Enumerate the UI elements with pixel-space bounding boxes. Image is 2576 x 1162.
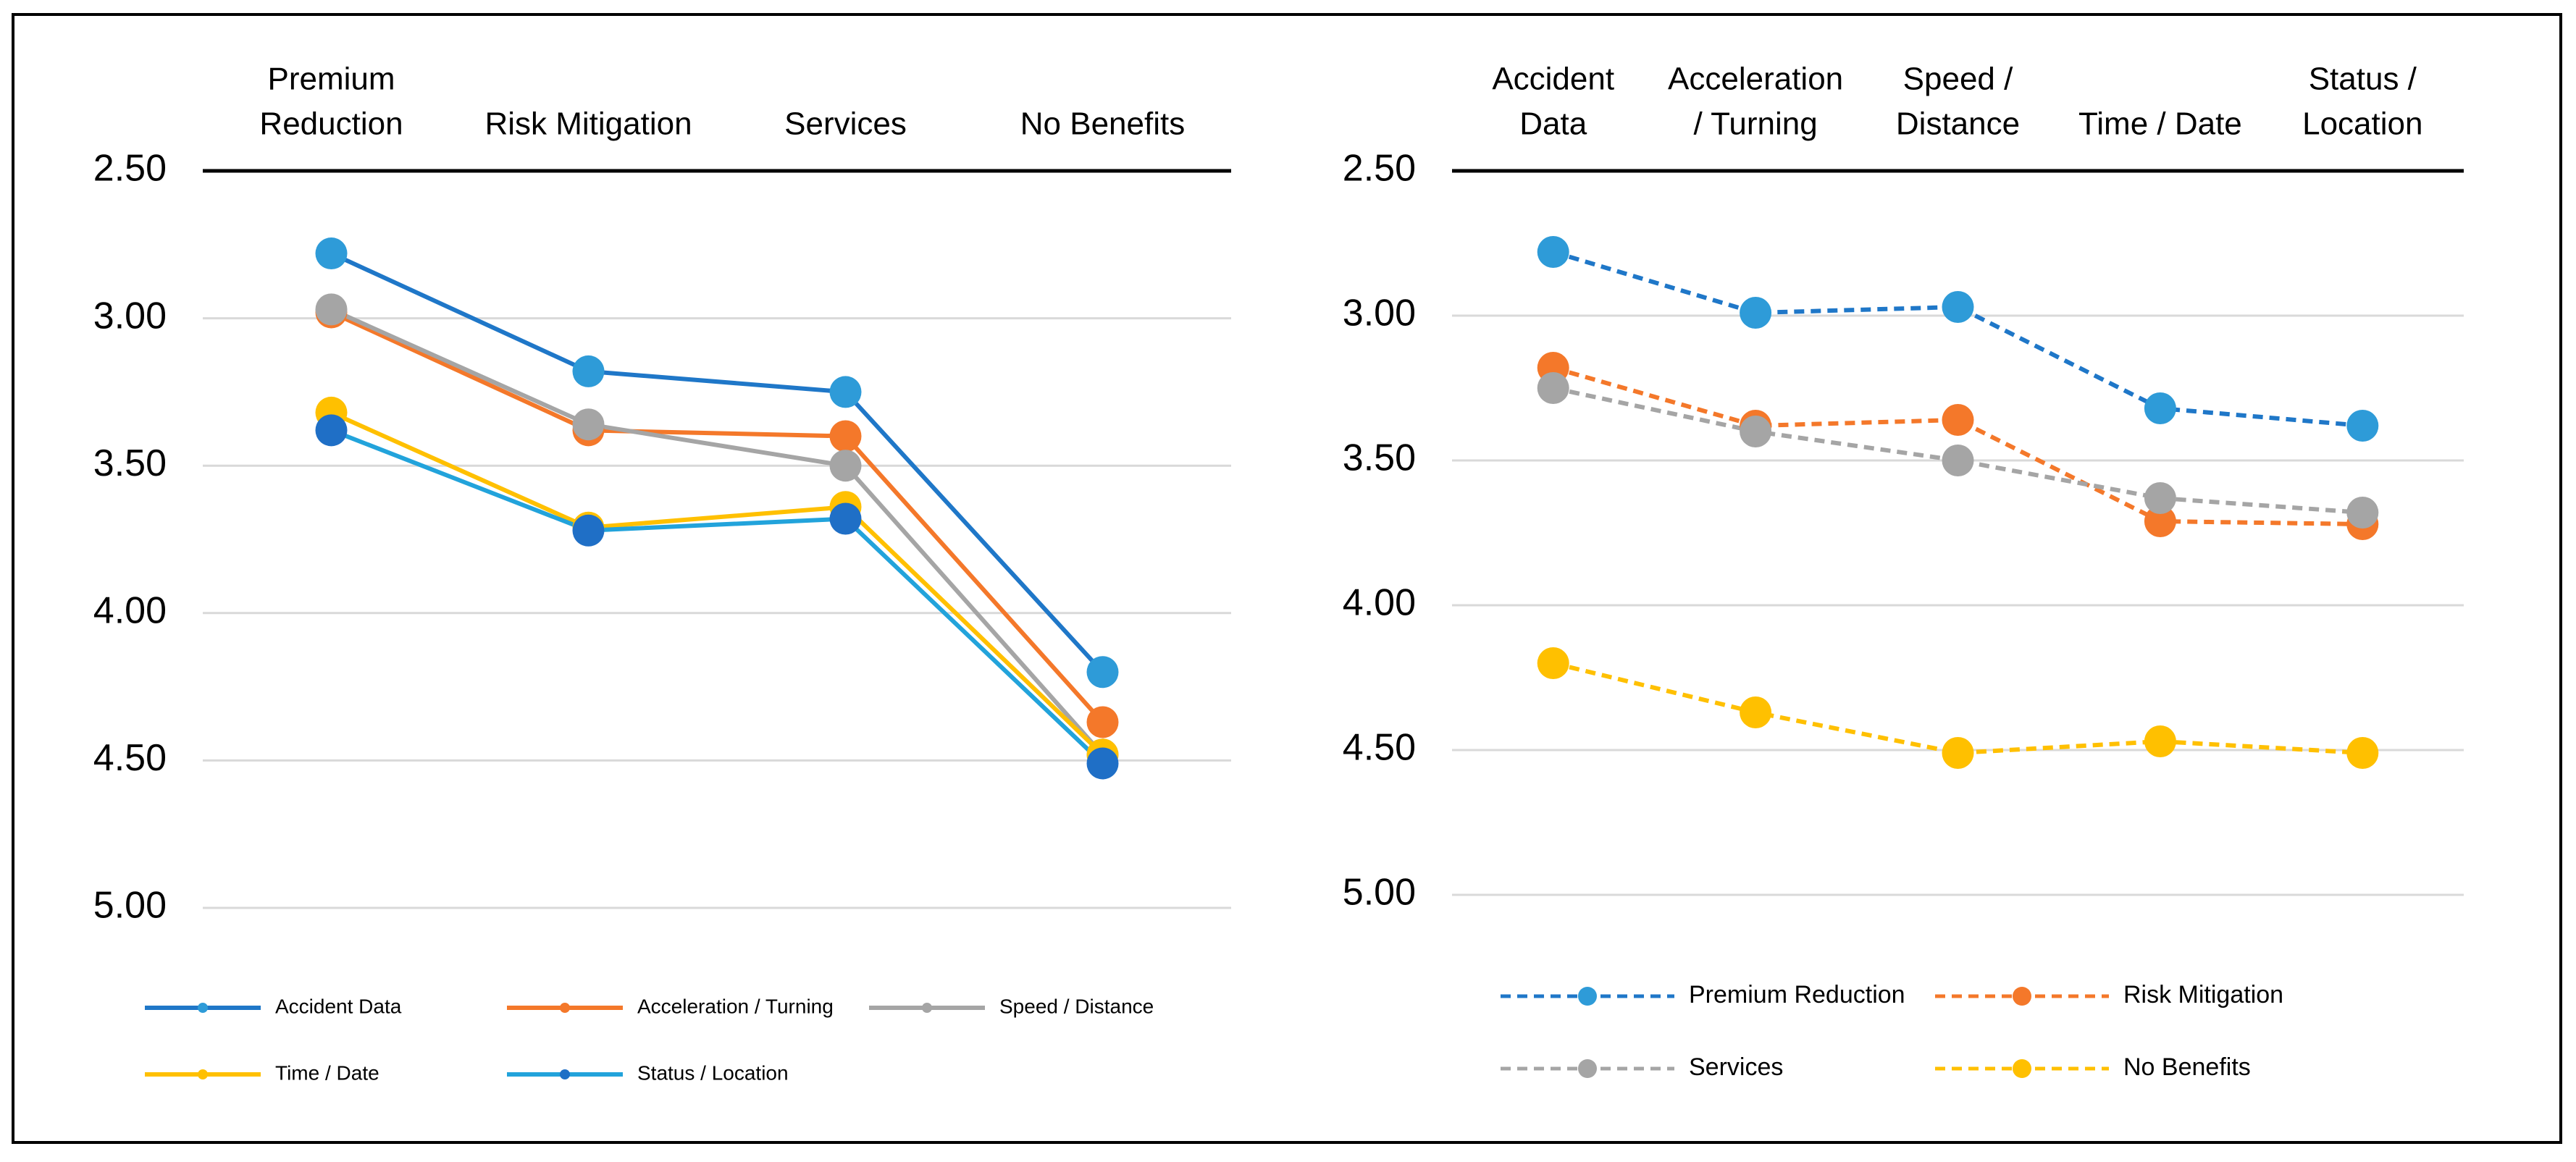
legend-label: Status / Location bbox=[637, 1061, 789, 1084]
x-category-label: Distance bbox=[1896, 106, 2020, 142]
y-tick-label: 5.00 bbox=[93, 885, 167, 927]
data-point bbox=[829, 420, 862, 452]
x-category-label: Time / Date bbox=[2078, 106, 2242, 142]
y-tick-label: 4.00 bbox=[1343, 582, 1416, 624]
data-point bbox=[1537, 372, 1569, 404]
y-tick-label: 4.50 bbox=[93, 737, 167, 779]
series-line bbox=[329, 310, 1105, 725]
data-point bbox=[2144, 392, 2176, 424]
legend-marker bbox=[1578, 1059, 1597, 1078]
data-point bbox=[1942, 445, 1974, 476]
series-line bbox=[1552, 661, 2363, 755]
series-line bbox=[329, 307, 1105, 757]
legend-marker bbox=[560, 1069, 570, 1079]
data-point bbox=[829, 502, 862, 535]
data-point bbox=[2144, 725, 2176, 757]
legend-label: Time / Date bbox=[275, 1061, 379, 1084]
series-line bbox=[329, 428, 1105, 766]
data-point bbox=[1086, 656, 1119, 689]
data-point bbox=[315, 414, 348, 447]
legend-label: Acceleration / Turning bbox=[637, 995, 834, 1017]
y-tick-label: 3.00 bbox=[1343, 292, 1416, 334]
data-point bbox=[315, 237, 348, 270]
legend-label: No Benefits bbox=[2123, 1053, 2251, 1081]
x-category-label: Accident bbox=[1492, 62, 1614, 97]
y-tick-label: 5.00 bbox=[1343, 872, 1416, 914]
y-tick-label: 2.50 bbox=[93, 148, 167, 190]
right-chart: 2.50 3.00 3.50 4.00 4.50 5.00 Accident Data Acce… bbox=[1343, 62, 2464, 1081]
series-line bbox=[1552, 366, 2363, 526]
x-category-label: Status / bbox=[2309, 62, 2417, 97]
series-line bbox=[1552, 250, 2363, 428]
series-line bbox=[329, 251, 1105, 675]
data-point bbox=[1942, 737, 1974, 769]
series-line bbox=[329, 410, 1105, 757]
data-point bbox=[2346, 497, 2379, 529]
data-point bbox=[2144, 505, 2176, 537]
data-point bbox=[2346, 410, 2379, 442]
legend-label: Premium Reduction bbox=[1689, 981, 1905, 1009]
y-tick-label: 4.00 bbox=[93, 590, 167, 632]
data-point bbox=[1537, 236, 1569, 268]
data-point bbox=[572, 355, 605, 387]
data-point bbox=[1942, 291, 1974, 323]
legend-marker bbox=[1578, 987, 1597, 1006]
figure-border bbox=[12, 13, 2562, 1144]
data-point bbox=[1740, 297, 1772, 329]
series-line bbox=[1553, 386, 2363, 515]
legend-label: Speed / Distance bbox=[999, 995, 1154, 1017]
data-point bbox=[1086, 706, 1119, 738]
legend-marker bbox=[2013, 987, 2031, 1006]
legend-marker bbox=[560, 1003, 570, 1013]
data-point bbox=[1740, 696, 1772, 728]
x-category-label: Risk Mitigation bbox=[484, 106, 692, 142]
left-chart: 2.50 3.00 3.50 4.00 4.50 5.00 Premium Reduction… bbox=[93, 62, 1231, 1084]
legend-marker bbox=[198, 1003, 208, 1013]
data-point bbox=[1740, 416, 1772, 447]
x-category-label: Reduction bbox=[259, 106, 403, 142]
x-category-label: No Benefits bbox=[1020, 106, 1185, 142]
x-category-label: Data bbox=[1519, 106, 1587, 142]
data-point bbox=[315, 293, 348, 326]
data-point bbox=[572, 514, 605, 547]
data-point bbox=[1086, 747, 1119, 780]
legend-marker bbox=[2013, 1059, 2031, 1078]
y-tick-label: 3.00 bbox=[93, 295, 167, 337]
data-point bbox=[1942, 404, 1974, 436]
legend-marker bbox=[922, 1003, 932, 1013]
x-category-label: Services bbox=[784, 106, 907, 142]
x-category-label: / Turning bbox=[1693, 106, 1817, 142]
legend-label: Risk Mitigation bbox=[2123, 981, 2283, 1009]
data-point bbox=[2144, 482, 2176, 514]
data-point bbox=[2346, 737, 2379, 769]
y-tick-label: 3.50 bbox=[1343, 437, 1416, 479]
x-category-label: Speed / bbox=[1903, 62, 2013, 97]
x-category-label: Premium bbox=[267, 62, 395, 97]
y-tick-label: 3.50 bbox=[93, 442, 167, 484]
legend-marker bbox=[198, 1069, 208, 1079]
data-point bbox=[1537, 647, 1569, 679]
x-category-label: Location bbox=[2302, 106, 2422, 142]
data-point bbox=[572, 408, 605, 441]
x-category-label: Acceleration bbox=[1668, 62, 1843, 97]
legend-label: Accident Data bbox=[275, 995, 402, 1017]
y-tick-label: 4.50 bbox=[1343, 727, 1416, 769]
data-point bbox=[829, 450, 862, 482]
legend-label: Services bbox=[1689, 1053, 1783, 1081]
data-point bbox=[829, 376, 862, 408]
y-tick-label: 2.50 bbox=[1343, 148, 1416, 190]
